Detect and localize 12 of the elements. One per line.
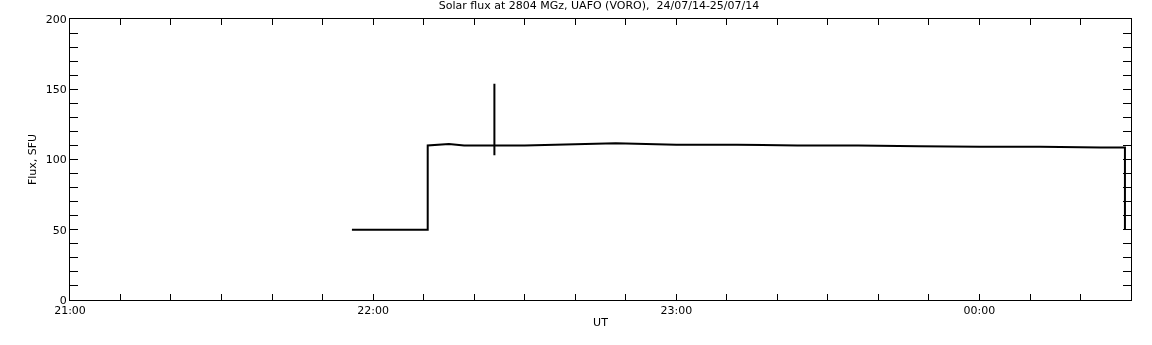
y-tick-label: 100: [45, 153, 67, 167]
x-tick-label: 22:00: [357, 304, 389, 318]
y-tick-label: 50: [52, 223, 67, 237]
x-axis-title: UT: [593, 316, 609, 330]
chart-title: Solar flux at 2804 MGz, UAFO (VORO), 24/07/14-25/07/14: [438, 0, 760, 13]
y-axis-title: Flux, SFU: [26, 133, 40, 186]
y-tick-label: 200: [45, 12, 67, 26]
y-tick-label: 150: [45, 83, 67, 97]
x-tick-label: 23:00: [660, 304, 693, 318]
x-tick-label: 00:00: [963, 304, 996, 318]
x-tick-label: 21:00: [54, 304, 86, 318]
y-tick-label: 0: [59, 293, 67, 307]
